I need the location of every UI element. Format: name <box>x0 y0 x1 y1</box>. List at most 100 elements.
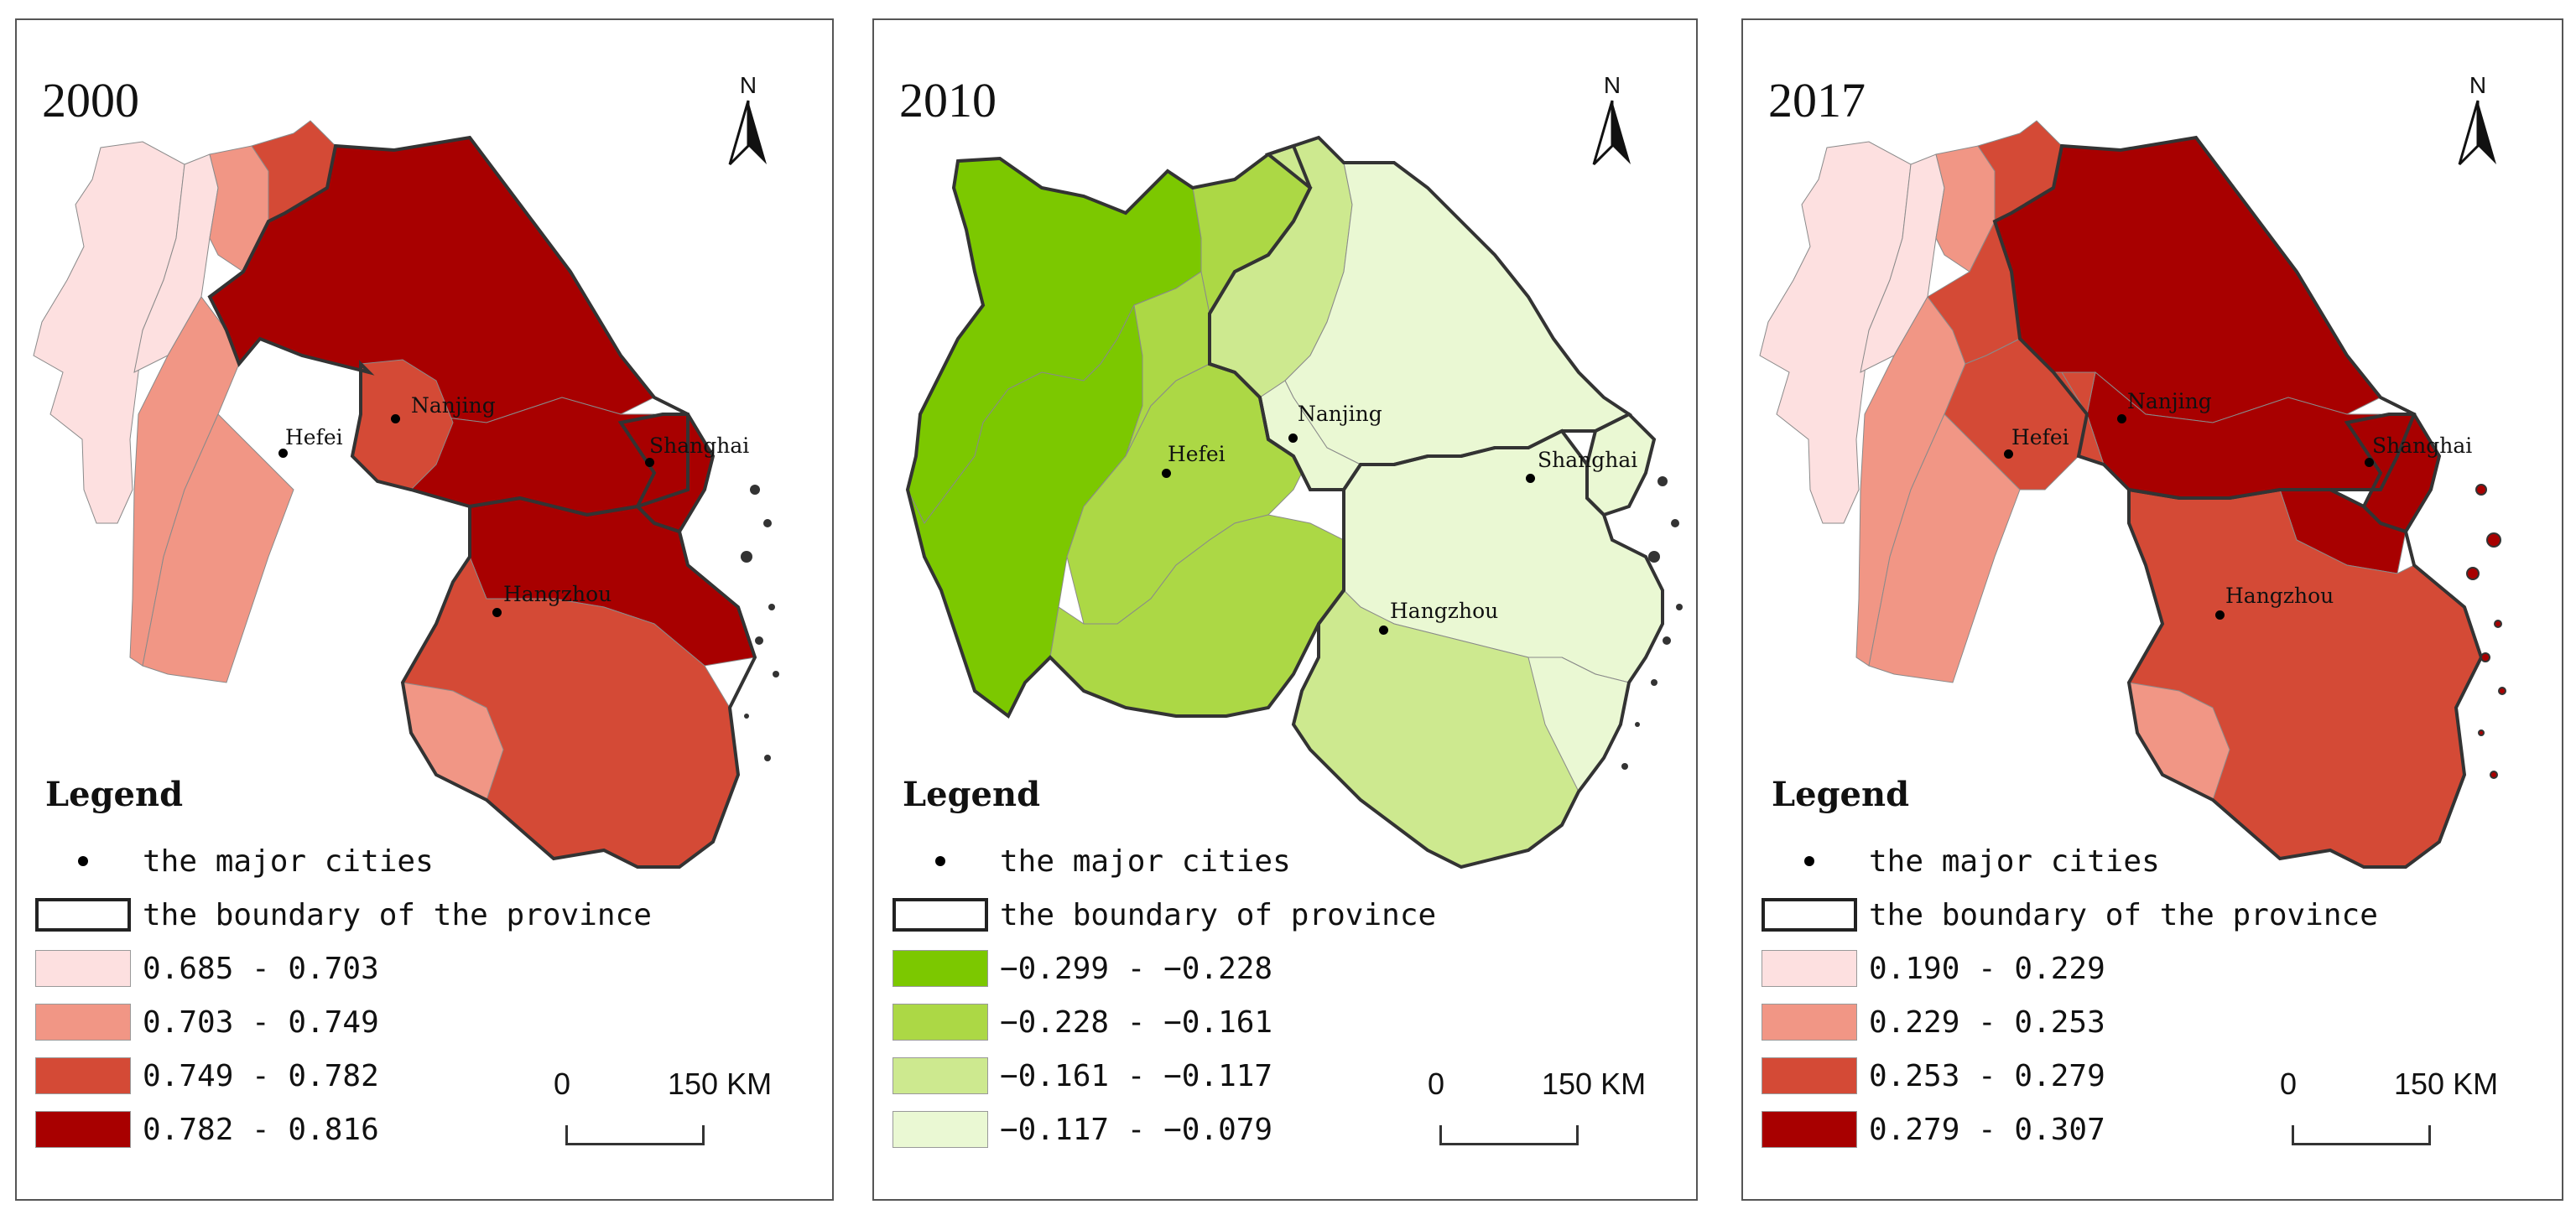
legend-item-boundary: the boundary of the province <box>1760 888 2378 942</box>
legend-swatch <box>1762 1057 1857 1094</box>
legend-item-major-cities: the major cities <box>1760 834 2378 888</box>
boundary-shanghai <box>1585 412 1657 517</box>
north-arrow-label: N <box>1603 72 1621 98</box>
north-arrow-icon <box>728 100 767 166</box>
boundary-jiangsu <box>207 135 690 517</box>
legend-class: −0.299 - −0.228 <box>891 942 1436 995</box>
boundary-symbol <box>892 898 988 932</box>
choropleth-map <box>905 135 1683 870</box>
legend-class: 0.190 - 0.229 <box>1760 942 2378 995</box>
legend-class: −0.117 - −0.079 <box>891 1103 1436 1156</box>
city-label-shanghai: Shanghai <box>649 433 750 458</box>
boundary-zhejiang <box>1291 428 1664 870</box>
region-anhui-south <box>1868 413 2021 683</box>
legend-swatch <box>35 1057 131 1094</box>
legend-class: 0.782 - 0.816 <box>34 1103 652 1156</box>
scale-bar-line <box>2292 1125 2431 1145</box>
legend-title: Legend <box>45 775 184 814</box>
legend-class: −0.228 - −0.161 <box>891 995 1436 1049</box>
legend-title: Legend <box>903 775 1041 814</box>
city-dot-hangzhou <box>492 608 502 617</box>
boundary-shanghai <box>2344 413 2442 534</box>
north-arrow: N <box>723 72 773 169</box>
north-arrow-icon <box>1592 100 1631 166</box>
north-arrow-icon <box>2458 100 2496 166</box>
map-panel-2010: 2010 N Nanjing Hefei Shanghai Hangzhou L… <box>872 18 1698 1201</box>
legend-swatch <box>892 1057 988 1094</box>
city-dot-nanjing <box>2117 414 2126 423</box>
scale-bar: 0 150 KM <box>1428 1056 1646 1157</box>
city-dot-hefei <box>2004 449 2013 459</box>
year-label: 2000 <box>42 73 139 127</box>
city-dot-nanjing <box>391 414 400 423</box>
coastal-islands <box>741 485 779 761</box>
north-arrow: N <box>1587 72 1637 169</box>
city-dot-icon <box>935 856 945 866</box>
boundary-shanghai <box>617 413 716 534</box>
north-arrow-label: N <box>2469 72 2487 98</box>
year-label: 2017 <box>1768 73 1866 127</box>
city-label-nanjing: Nanjing <box>1298 402 1382 426</box>
map-panel-2017: 2017 N Nanjing Hefei Shanghai Hangzhou L… <box>1741 18 2563 1201</box>
city-label-hangzhou: Hangzhou <box>503 582 612 606</box>
legend-item-boundary: the boundary of the province <box>34 888 652 942</box>
legend-swatch <box>35 1004 131 1041</box>
legend: Legend the major cities the boundary of … <box>1760 775 2378 1156</box>
legend-swatch <box>1762 1004 1857 1041</box>
city-label-hefei: Hefei <box>1168 442 1226 466</box>
legend: Legend the major cities the boundary of … <box>891 775 1436 1156</box>
city-label-hangzhou: Hangzhou <box>1390 599 1499 623</box>
coastal-islands <box>1621 476 1683 770</box>
region-anhui-south <box>142 413 294 683</box>
legend-class: 0.229 - 0.253 <box>1760 995 2378 1049</box>
city-dot-shanghai <box>2365 458 2374 467</box>
city-dot-hangzhou <box>1379 626 1388 635</box>
boundary-zhejiang <box>2126 487 2484 869</box>
legend-class: 0.253 - 0.279 <box>1760 1049 2378 1103</box>
legend-swatch <box>892 1111 988 1148</box>
legend-swatch <box>1762 1111 1857 1148</box>
legend-class: 0.703 - 0.749 <box>34 995 652 1049</box>
legend-class: 0.685 - 0.703 <box>34 942 652 995</box>
legend-item-boundary: the boundary of province <box>891 888 1436 942</box>
city-dot-shanghai <box>645 458 654 467</box>
legend-swatch <box>1762 950 1857 987</box>
city-label-nanjing: Nanjing <box>2127 389 2212 413</box>
legend-title: Legend <box>1772 775 1910 814</box>
north-arrow: N <box>2453 72 2503 169</box>
choropleth-map <box>1759 120 2506 869</box>
city-dot-icon <box>1804 856 1814 866</box>
coastal-islands <box>2466 484 2506 779</box>
city-dot-nanjing <box>1288 433 1298 443</box>
boundary-anhui <box>905 143 1345 719</box>
scale-bar-line <box>565 1125 705 1145</box>
city-label-nanjing: Nanjing <box>411 393 496 418</box>
legend: Legend the major cities the boundary of … <box>34 775 652 1156</box>
scale-bar: 0 150 KM <box>2280 1056 2498 1157</box>
legend-item-major-cities: the major cities <box>34 834 652 888</box>
city-label-shanghai: Shanghai <box>2372 433 2473 458</box>
city-dot-hefei <box>1162 469 1171 478</box>
city-label-hefei: Hefei <box>2011 425 2069 449</box>
legend-swatch <box>892 950 988 987</box>
city-dot-icon <box>78 856 88 866</box>
legend-swatch <box>892 1004 988 1041</box>
legend-item-major-cities: the major cities <box>891 834 1436 888</box>
year-label: 2010 <box>899 73 997 127</box>
city-dot-hangzhou <box>2215 610 2225 620</box>
legend-swatch <box>35 1111 131 1148</box>
city-dot-hefei <box>278 449 288 458</box>
choropleth-map <box>33 120 779 869</box>
legend-class: 0.279 - 0.307 <box>1760 1103 2378 1156</box>
legend-swatch <box>35 950 131 987</box>
north-arrow-label: N <box>739 72 757 98</box>
scale-bar: 0 150 KM <box>554 1056 772 1157</box>
city-label-hangzhou: Hangzhou <box>2225 584 2334 608</box>
boundary-symbol <box>35 898 131 932</box>
city-label-shanghai: Shanghai <box>1538 448 1638 472</box>
legend-class: 0.749 - 0.782 <box>34 1049 652 1103</box>
legend-class: −0.161 - −0.117 <box>891 1049 1436 1103</box>
city-dot-shanghai <box>1526 474 1535 483</box>
city-label-hefei: Hefei <box>285 425 343 449</box>
scale-bar-line <box>1439 1125 1579 1145</box>
